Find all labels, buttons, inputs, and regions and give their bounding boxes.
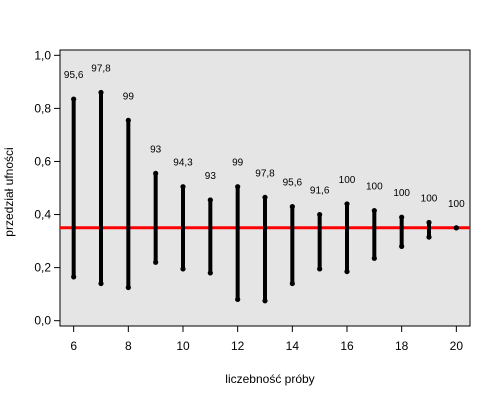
coverage-label: 100 bbox=[421, 194, 438, 205]
x-tick-label: 6 bbox=[70, 339, 77, 353]
interval-lower-point bbox=[71, 274, 77, 280]
coverage-label: 100 bbox=[448, 199, 465, 210]
interval-upper-point bbox=[207, 197, 213, 203]
interval-lower-point bbox=[399, 243, 405, 249]
coverage-label: 99 bbox=[232, 158, 244, 169]
x-axis: 6 8 10 12 14 16 18 20 bbox=[70, 326, 463, 353]
interval-upper-point bbox=[344, 201, 350, 207]
x-axis-title: liczebność próby bbox=[225, 372, 314, 386]
coverage-label: 93 bbox=[205, 171, 217, 182]
x-tick-label: 18 bbox=[395, 339, 409, 353]
y-tick-label: 0,6 bbox=[34, 154, 51, 168]
x-tick-label: 10 bbox=[176, 339, 190, 353]
x-tick-label: 16 bbox=[340, 339, 354, 353]
x-tick-label: 14 bbox=[286, 339, 300, 353]
interval-upper-point bbox=[71, 96, 77, 102]
coverage-label: 95,6 bbox=[283, 178, 303, 189]
interval-labels: 95,6 97,8 99 93 94,3 93 99 97,8 95,6 91,6 100 100 10… bbox=[64, 63, 465, 209]
coverage-label: 95,6 bbox=[64, 70, 84, 81]
interval-upper-point bbox=[426, 219, 432, 226]
interval-lower-point bbox=[344, 268, 350, 275]
coverage-label: 97,8 bbox=[255, 168, 275, 179]
y-tick-label: 0,4 bbox=[34, 208, 51, 222]
coverage-label: 100 bbox=[393, 188, 410, 199]
interval-upper-point bbox=[453, 225, 459, 231]
interval-lower-point bbox=[125, 284, 131, 291]
x-tick-label: 8 bbox=[125, 339, 132, 353]
interval-upper-point bbox=[153, 170, 159, 177]
interval-upper-point bbox=[371, 207, 377, 214]
x-tick-label: 12 bbox=[231, 339, 245, 353]
interval-lower-point bbox=[371, 255, 377, 261]
y-tick-label: 1,0 bbox=[34, 48, 51, 62]
interval-lower-point bbox=[235, 296, 241, 303]
interval-lower-point bbox=[153, 259, 159, 265]
y-tick-label: 0,2 bbox=[34, 261, 51, 275]
y-tick-label: 0,0 bbox=[34, 314, 51, 328]
coverage-label: 99 bbox=[123, 91, 135, 102]
interval-lower-point bbox=[426, 234, 432, 240]
y-tick-label: 0,8 bbox=[34, 101, 51, 115]
interval-lower-point bbox=[317, 266, 323, 272]
interval-lower-point bbox=[207, 270, 213, 276]
y-axis-title: przedział ufności bbox=[2, 147, 16, 236]
interval-upper-point bbox=[180, 184, 186, 190]
coverage-label: 97,8 bbox=[91, 63, 111, 74]
interval-upper-point bbox=[399, 214, 405, 220]
interval-lower-point bbox=[180, 266, 186, 272]
interval-upper-point bbox=[125, 117, 131, 123]
coverage-label: 100 bbox=[366, 182, 383, 193]
coverage-label: 100 bbox=[339, 175, 356, 186]
interval-lower-point bbox=[98, 280, 104, 287]
coverage-label: 94,3 bbox=[173, 158, 193, 169]
interval-upper-point bbox=[98, 89, 104, 96]
interval-lower-point bbox=[262, 298, 268, 304]
coverage-label: 93 bbox=[150, 144, 162, 155]
x-tick-label: 20 bbox=[450, 339, 464, 353]
interval-upper-point bbox=[317, 211, 323, 218]
y-axis: 0,0 0,2 0,4 0,6 0,8 1,0 bbox=[34, 48, 60, 328]
coverage-label: 91,6 bbox=[310, 186, 330, 197]
interval-lower-point bbox=[289, 280, 295, 287]
interval-bars bbox=[71, 89, 459, 304]
interval-upper-point bbox=[235, 184, 241, 190]
interval-upper-point bbox=[262, 194, 268, 200]
interval-upper-point bbox=[289, 203, 295, 210]
